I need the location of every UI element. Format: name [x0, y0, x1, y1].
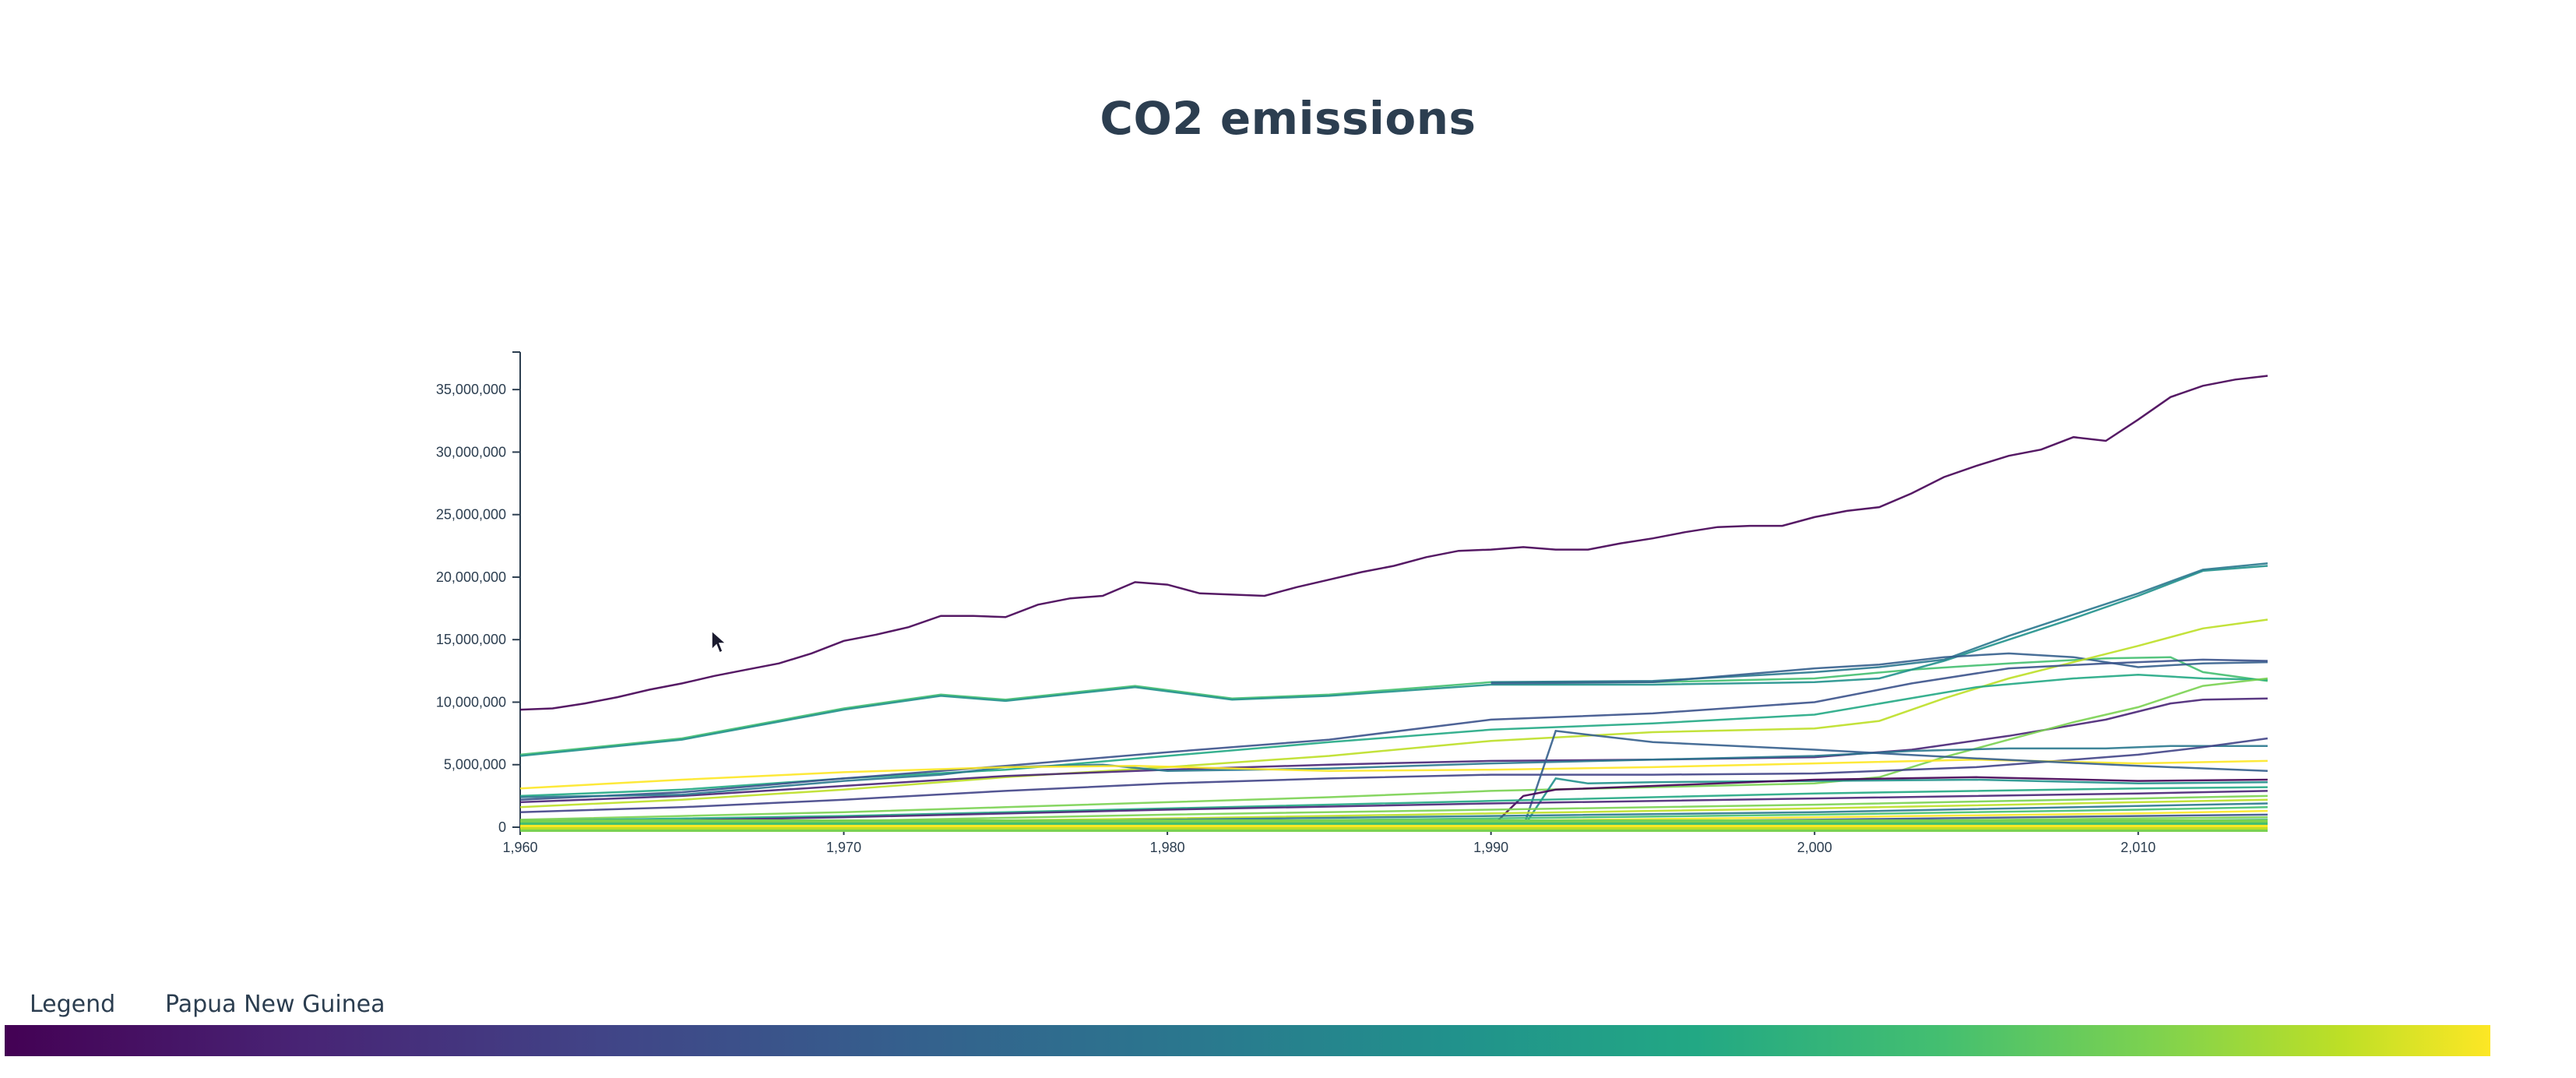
- x-tick-label: 1,990: [1473, 840, 1508, 855]
- series-line[interactable]: [1490, 562, 2268, 684]
- x-tick-label: 1,980: [1150, 840, 1185, 855]
- series-line[interactable]: [519, 375, 2268, 711]
- y-tick-label: 10,000,000: [436, 694, 506, 710]
- series-line[interactable]: [519, 737, 2268, 813]
- series-line[interactable]: [519, 745, 2268, 798]
- x-tick-label: 1,960: [502, 840, 537, 855]
- mouse-pointer-icon: [711, 629, 727, 654]
- x-tick-label: 2,010: [2120, 840, 2155, 855]
- series-line[interactable]: [519, 790, 2268, 825]
- y-tick-label: 30,000,000: [436, 444, 506, 460]
- x-tick-label: 1,970: [826, 840, 861, 855]
- series-line[interactable]: [1490, 776, 2268, 828]
- series-line[interactable]: [519, 565, 2268, 757]
- y-tick-label: 20,000,000: [436, 569, 506, 585]
- series-line[interactable]: [519, 677, 2268, 821]
- series-line[interactable]: [1522, 777, 2268, 828]
- x-tick-label: 2,000: [1797, 840, 1832, 855]
- series-line[interactable]: [1490, 730, 2268, 829]
- series-line[interactable]: [519, 786, 2268, 823]
- y-tick-label: 15,000,000: [436, 632, 506, 647]
- chart-title: CO2 emissions: [1100, 92, 1476, 145]
- series-line[interactable]: [519, 618, 2268, 808]
- axes: 0 5,000,000 10,000,000 15,000,000 20,000,000…: [436, 351, 2155, 855]
- series-line[interactable]: [1490, 652, 2268, 685]
- legend-color-gradient[interactable]: [5, 1025, 2490, 1056]
- series-lines[interactable]: [519, 375, 2268, 832]
- legend-label: Legend: [30, 991, 116, 1018]
- y-tick-label: 5,000,000: [444, 757, 506, 773]
- y-tick-label: 0: [498, 819, 506, 835]
- y-tick-label: 35,000,000: [436, 382, 506, 397]
- legend-hovered-country: Papua New Guinea: [165, 991, 385, 1018]
- y-tick-label: 25,000,000: [436, 507, 506, 523]
- series-line[interactable]: [519, 658, 2268, 801]
